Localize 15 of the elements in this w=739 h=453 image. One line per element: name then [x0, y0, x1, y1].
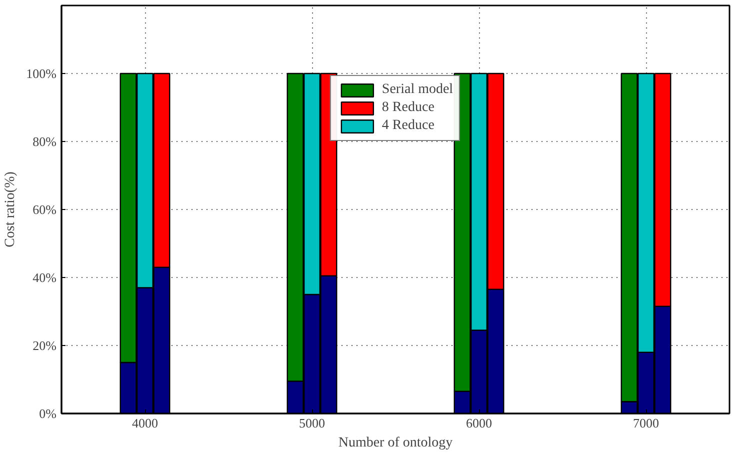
y-tick-label: 40%	[32, 270, 57, 285]
y-axis-title: Cost ratio(%)	[3, 171, 18, 248]
y-tick-label: 20%	[32, 338, 57, 353]
x-tick-label: 6000	[466, 416, 492, 430]
y-tick-label: 100%	[26, 66, 57, 81]
y-tick-label: 60%	[32, 202, 57, 217]
legend-label: 4 Reduce	[382, 118, 434, 134]
legend-label: 8 Reduce	[382, 100, 434, 116]
x-tick-label: 5000	[299, 416, 325, 430]
y-tick-label: 0%	[39, 406, 57, 421]
y-tick-label: 80%	[32, 134, 57, 149]
legend-label: Serial model	[382, 82, 454, 98]
x-tick-label: 4000	[132, 416, 158, 430]
x-tick-label: 7000	[633, 416, 659, 430]
x-axis-title: Number of ontology	[338, 436, 453, 450]
